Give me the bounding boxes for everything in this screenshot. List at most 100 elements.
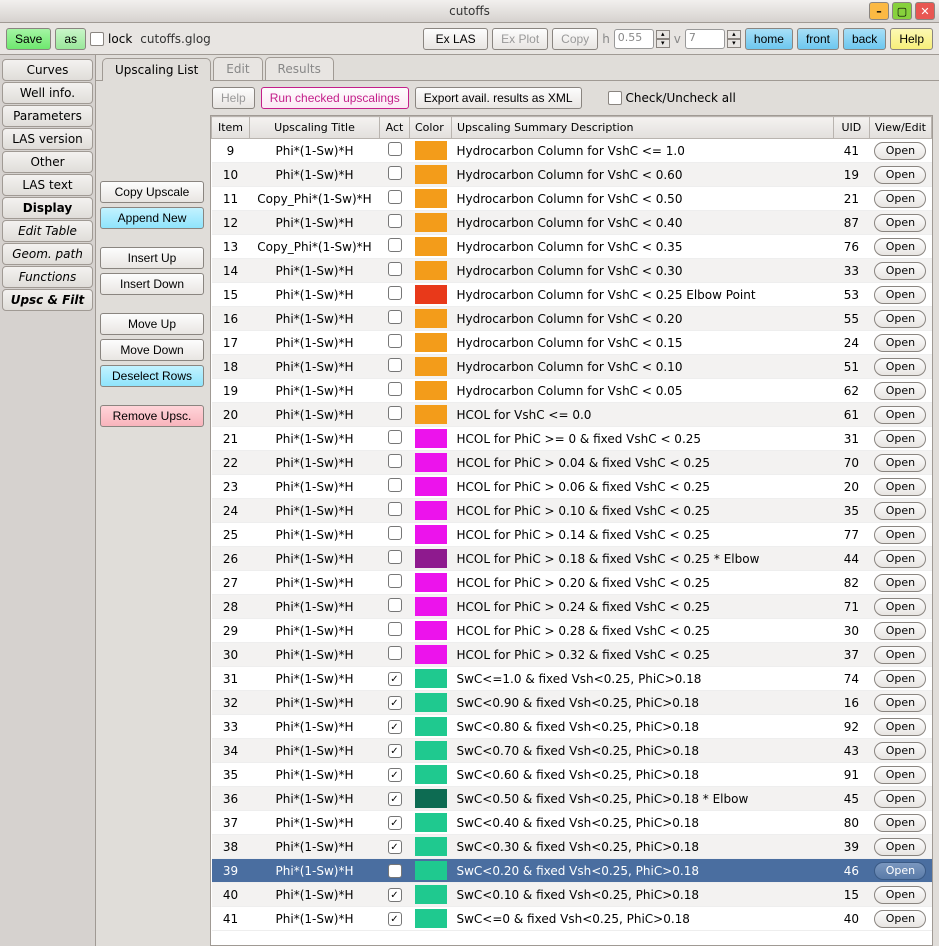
act-checkbox[interactable] [388,792,402,806]
table-row[interactable]: 31Phi*(1-Sw)*HSwC<=1.0 & fixed Vsh<0.25,… [212,667,932,691]
color-swatch[interactable] [415,621,447,640]
move-up-button[interactable]: Move Up [100,313,204,335]
table-row[interactable]: 19Phi*(1-Sw)*HHydrocarbon Column for Vsh… [212,379,932,403]
act-checkbox[interactable] [388,696,402,710]
check-all-group[interactable]: Check/Uncheck all [608,91,736,105]
color-swatch[interactable] [415,789,447,808]
act-checkbox[interactable] [388,720,402,734]
act-checkbox[interactable] [388,550,402,564]
lock-checkbox[interactable] [90,32,104,46]
remove-upsc-button[interactable]: Remove Upsc. [100,405,204,427]
act-checkbox[interactable] [388,816,402,830]
home-button[interactable]: home [745,28,793,50]
open-button[interactable]: Open [874,286,926,304]
color-swatch[interactable] [415,861,447,880]
color-swatch[interactable] [415,597,447,616]
act-checkbox[interactable] [388,430,402,444]
color-swatch[interactable] [415,525,447,544]
table-row[interactable]: 12Phi*(1-Sw)*HHydrocarbon Column for Vsh… [212,211,932,235]
open-button[interactable]: Open [874,886,926,904]
check-all-checkbox[interactable] [608,91,622,105]
open-button[interactable]: Open [874,766,926,784]
act-checkbox[interactable] [388,358,402,372]
act-checkbox[interactable] [388,478,402,492]
open-button[interactable]: Open [874,166,926,184]
color-swatch[interactable] [415,357,447,376]
open-button[interactable]: Open [874,838,926,856]
table-row[interactable]: 41Phi*(1-Sw)*HSwC<=0 & fixed Vsh<0.25, P… [212,907,932,931]
act-checkbox[interactable] [388,768,402,782]
open-button[interactable]: Open [874,742,926,760]
color-swatch[interactable] [415,813,447,832]
nav-item-functions[interactable]: Functions [2,266,93,288]
h-spinner-buttons[interactable]: ▴▾ [656,30,670,48]
deselect-rows-button[interactable]: Deselect Rows [100,365,204,387]
nav-item-well-info-[interactable]: Well info. [2,82,93,104]
maximize-button[interactable]: ▢ [892,2,912,20]
open-button[interactable]: Open [874,862,926,880]
color-swatch[interactable] [415,453,447,472]
color-swatch[interactable] [415,669,447,688]
color-swatch[interactable] [415,405,447,424]
move-down-button[interactable]: Move Down [100,339,204,361]
table-row[interactable]: 15Phi*(1-Sw)*HHydrocarbon Column for Vsh… [212,283,932,307]
color-swatch[interactable] [415,549,447,568]
tab-results[interactable]: Results [265,57,334,80]
save-as-button[interactable]: as [55,28,86,50]
header-act[interactable]: Act [380,117,410,139]
act-checkbox[interactable] [388,454,402,468]
color-swatch[interactable] [415,189,447,208]
color-swatch[interactable] [415,885,447,904]
table-row[interactable]: 33Phi*(1-Sw)*HSwC<0.80 & fixed Vsh<0.25,… [212,715,932,739]
act-checkbox[interactable] [388,142,402,156]
color-swatch[interactable] [415,285,447,304]
open-button[interactable]: Open [874,238,926,256]
lock-checkbox-group[interactable]: lock [90,32,132,46]
export-las-button[interactable]: Ex LAS [423,28,488,50]
act-checkbox[interactable] [388,214,402,228]
open-button[interactable]: Open [874,454,926,472]
open-button[interactable]: Open [874,598,926,616]
h-spinner[interactable]: 0.55 [614,29,654,49]
header-view[interactable]: View/Edit [869,117,931,139]
open-button[interactable]: Open [874,502,926,520]
table-row[interactable]: 13Copy_Phi*(1-Sw)*HHydrocarbon Column fo… [212,235,932,259]
close-button[interactable]: ✕ [915,2,935,20]
act-checkbox[interactable] [388,406,402,420]
act-checkbox[interactable] [388,310,402,324]
act-checkbox[interactable] [388,840,402,854]
run-upscalings-button[interactable]: Run checked upscalings [261,87,409,109]
table-row[interactable]: 39Phi*(1-Sw)*HSwC<0.20 & fixed Vsh<0.25,… [212,859,932,883]
act-checkbox[interactable] [388,382,402,396]
header-color[interactable]: Color [410,117,452,139]
act-checkbox[interactable] [388,744,402,758]
color-swatch[interactable] [415,573,447,592]
color-swatch[interactable] [415,909,447,928]
open-button[interactable]: Open [874,406,926,424]
color-swatch[interactable] [415,837,447,856]
color-swatch[interactable] [415,717,447,736]
act-checkbox[interactable] [388,888,402,902]
open-button[interactable]: Open [874,526,926,544]
nav-item-upsc-filt[interactable]: Upsc & Filt [2,289,93,311]
table-row[interactable]: 29Phi*(1-Sw)*HHCOL for PhiC > 0.28 & fix… [212,619,932,643]
color-swatch[interactable] [415,501,447,520]
open-button[interactable]: Open [874,814,926,832]
color-swatch[interactable] [415,141,447,160]
open-button[interactable]: Open [874,718,926,736]
open-button[interactable]: Open [874,910,926,928]
color-swatch[interactable] [415,165,447,184]
table-row[interactable]: 16Phi*(1-Sw)*HHydrocarbon Column for Vsh… [212,307,932,331]
open-button[interactable]: Open [874,334,926,352]
act-checkbox[interactable] [388,262,402,276]
act-checkbox[interactable] [388,286,402,300]
nav-item-las-version[interactable]: LAS version [2,128,93,150]
color-swatch[interactable] [415,741,447,760]
open-button[interactable]: Open [874,574,926,592]
table-row[interactable]: 20Phi*(1-Sw)*HHCOL for VshC <= 0.061Open [212,403,932,427]
table-row[interactable]: 26Phi*(1-Sw)*HHCOL for PhiC > 0.18 & fix… [212,547,932,571]
act-checkbox[interactable] [388,166,402,180]
act-checkbox[interactable] [388,238,402,252]
help-button[interactable]: Help [890,28,933,50]
table-row[interactable]: 18Phi*(1-Sw)*HHydrocarbon Column for Vsh… [212,355,932,379]
